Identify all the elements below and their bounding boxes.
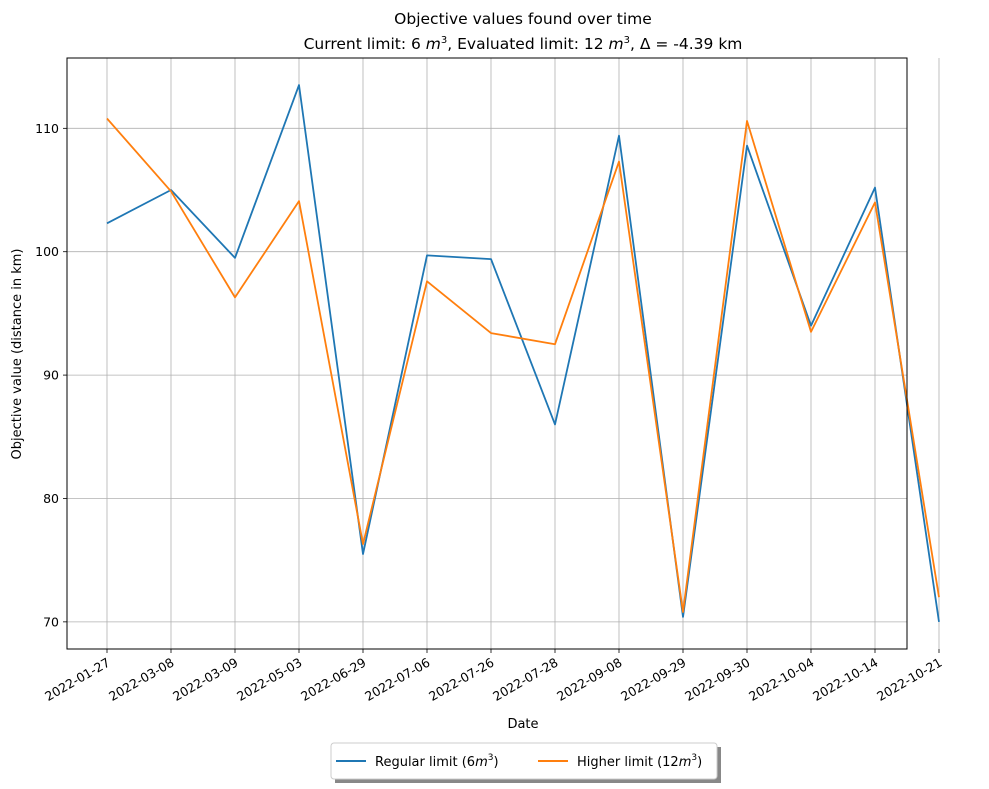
x-tick-label: 2022-10-04 (746, 655, 816, 704)
legend-label-regular: Regular limit (6m3) (375, 753, 499, 770)
grid-lines (67, 58, 940, 649)
legend: Regular limit (6m3) Higher limit (12m3) (330, 742, 721, 783)
series-lines (106, 84, 940, 623)
legend-label-higher: Higher limit (12m3) (577, 753, 702, 770)
x-tick-label: 2022-09-29 (618, 655, 688, 704)
x-tick-label: 2022-07-06 (362, 655, 432, 704)
x-tick-label: 2022-09-08 (554, 655, 624, 704)
series-line-0 (106, 84, 940, 623)
x-tick-label: 2022-09-30 (682, 655, 752, 704)
chart-subtitle: Current limit: 6 m3, Evaluated limit: 12… (304, 35, 743, 53)
x-tick-label: 2022-07-28 (490, 655, 560, 704)
x-tick-label: 2022-10-14 (810, 655, 880, 704)
y-axis-ticks: 70 80 90 100 110 (35, 121, 67, 629)
x-tick-label: 2022-03-08 (106, 655, 176, 704)
legend-box (330, 742, 718, 780)
x-tick-label: 2022-07-26 (426, 655, 496, 704)
plot-frame (66, 57, 908, 650)
series-line-1 (106, 117, 940, 613)
y-tick-label: 80 (43, 491, 59, 506)
y-tick-label: 110 (35, 121, 59, 136)
x-tick-label: 2022-01-27 (42, 655, 112, 704)
x-tick-label: 2022-03-09 (170, 655, 240, 704)
x-tick-label: 2022-05-03 (234, 655, 304, 704)
x-axis-ticks: 2022-01-272022-03-082022-03-092022-05-03… (42, 649, 945, 704)
chart-title: Objective values found over time (394, 10, 652, 28)
x-axis-label: Date (507, 717, 538, 732)
y-axis-label: Objective value (distance in km) (10, 249, 25, 460)
x-tick-label: 2022-06-29 (298, 655, 368, 704)
y-tick-label: 90 (43, 368, 59, 383)
x-tick-label: 2022-10-21 (874, 655, 944, 704)
y-tick-label: 100 (35, 244, 59, 259)
y-tick-label: 70 (43, 614, 59, 629)
